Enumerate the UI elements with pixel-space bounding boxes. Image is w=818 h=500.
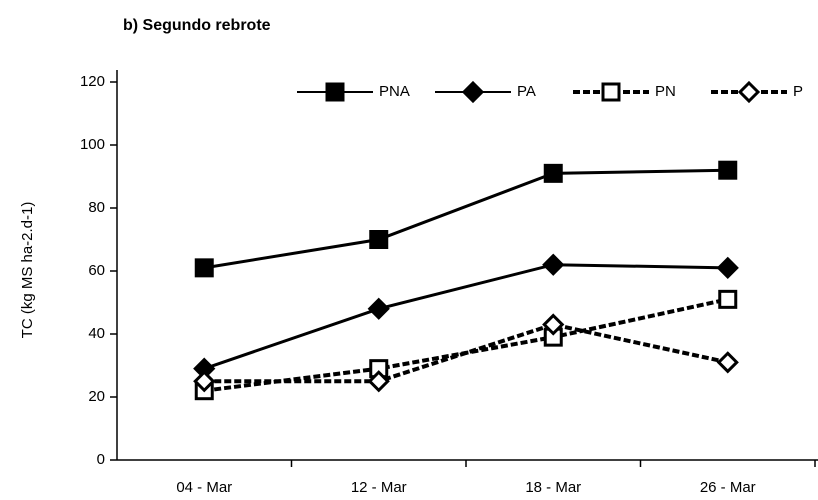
data-point [716,351,739,374]
series-line [204,168,728,270]
legend-marker [461,80,485,104]
y-tick-label: 20 [88,388,105,405]
series-line [204,322,729,384]
chart-title: b) Segundo rebrote [123,17,271,34]
data-point [716,256,739,279]
data-point [193,370,216,393]
y-tick-label: 0 [97,451,105,468]
data-point [367,370,390,393]
legend-marker [737,80,761,104]
y-tick-label: 80 [88,199,105,216]
y-tick-label: 60 [88,262,105,279]
legend-label: P [793,83,803,100]
data-point [718,289,738,309]
data-point [543,163,563,183]
y-axis-label: TC (kg MS ha-2.d-1) [19,202,36,339]
legend-label: PA [517,83,536,100]
data-point [542,313,565,336]
data-point [194,258,214,278]
data-point [542,253,565,276]
y-tick-label: 100 [80,136,105,153]
data-point [369,230,389,249]
data-point [718,160,738,180]
x-tick-label: 26 - Mar [700,479,756,496]
legend-label: PNA [379,83,410,100]
legend-label: PN [655,83,676,100]
y-tick-label: 120 [80,73,105,90]
data-point [367,297,390,320]
legend-marker [601,82,621,102]
legend-marker [325,82,345,102]
x-tick-label: 18 - Mar [525,479,581,496]
x-tick-label: 04 - Mar [176,479,232,496]
x-tick-label: 12 - Mar [351,479,407,496]
y-tick-label: 40 [88,325,105,342]
series-line [203,263,728,371]
